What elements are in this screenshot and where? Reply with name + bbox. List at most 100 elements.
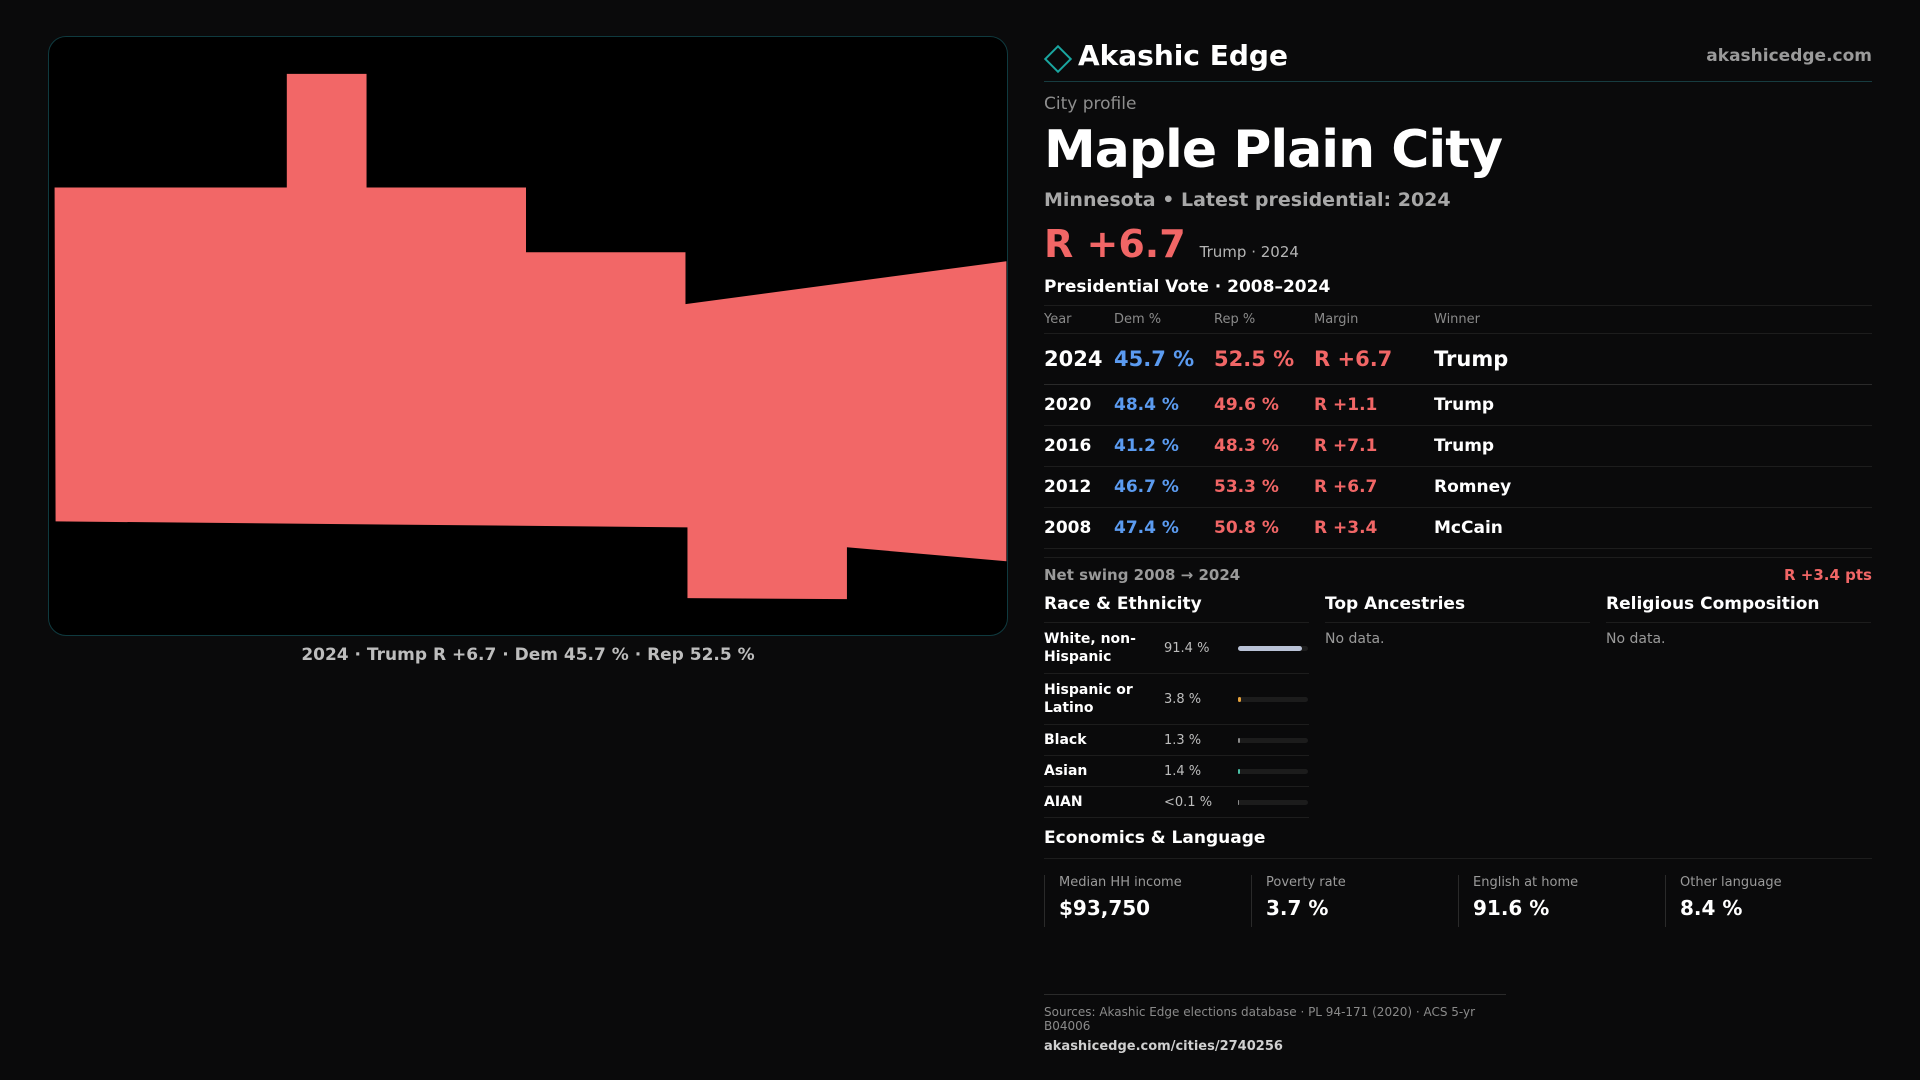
profile-eyebrow: City profile — [1044, 94, 1137, 114]
cell-margin: R +6.7 — [1314, 466, 1434, 509]
city-boundary-shape[interactable] — [54, 73, 1007, 600]
race-name: Hispanic or Latino — [1044, 682, 1133, 717]
ancestries-empty: No data. — [1325, 631, 1385, 648]
cell-year: 2016 — [1044, 425, 1114, 468]
race-name: Asian — [1044, 763, 1088, 780]
page-subtitle: Minnesota • Latest presidential: 2024 — [1044, 189, 1451, 212]
net-swing-value: R +3.4 pts — [1784, 566, 1872, 585]
cell-margin: R +6.7 — [1314, 333, 1434, 386]
stat-median-income: Median HH income $93,750 — [1044, 875, 1251, 928]
brand: Akashic Edge — [1043, 39, 1288, 73]
latest-margin-note: Trump · 2024 — [1199, 243, 1299, 262]
city-map[interactable] — [48, 36, 1008, 636]
race-bar-fill — [1238, 696, 1241, 702]
map-caption: 2024 · Trump R +6.7 · Dem 45.7 % · Rep 5… — [301, 645, 755, 665]
cell-rep: 49.6 % — [1214, 384, 1314, 427]
latest-margin-value: R +6.7 — [1044, 222, 1186, 267]
economics-stats: Median HH income $93,750 Poverty rate 3.… — [1044, 875, 1872, 928]
race-bar-fill — [1238, 768, 1241, 774]
cell-year: 2008 — [1044, 507, 1114, 550]
cell-dem: 47.4 % — [1114, 507, 1214, 550]
table-row: 2012 46.7 % 53.3 % R +6.7 Romney — [1044, 466, 1872, 509]
race-bar — [1238, 645, 1308, 651]
cell-winner: Trump — [1434, 333, 1872, 386]
stat-value: 8.4 % — [1680, 896, 1743, 921]
presidential-vote-table: Year Dem % Rep % Margin Winner 2024 45.7… — [1044, 305, 1872, 550]
cell-year: 2020 — [1044, 384, 1114, 427]
race-bar-fill — [1238, 645, 1302, 651]
stat-poverty-rate: Poverty rate 3.7 % — [1251, 875, 1458, 928]
race-ethnicity-title: Race & Ethnicity — [1044, 594, 1309, 624]
cell-rep: 53.3 % — [1214, 466, 1314, 509]
race-pct: <0.1 % — [1164, 794, 1213, 810]
cell-dem: 46.7 % — [1114, 466, 1214, 509]
stat-label: English at home — [1473, 875, 1579, 891]
net-swing-label: Net swing 2008 → 2024 — [1044, 566, 1241, 585]
race-bar — [1238, 696, 1308, 702]
cell-winner: Romney — [1434, 466, 1872, 509]
sources-text: Sources: Akashic Edge elections database… — [1044, 1005, 1476, 1033]
ancestries-panel: Top Ancestries No data. — [1325, 594, 1590, 818]
presidential-vote-title: Presidential Vote · 2008–2024 — [1044, 277, 1331, 298]
race-name: Black — [1044, 732, 1087, 749]
header: Akashic Edge akashicedge.com — [1043, 30, 1872, 82]
stat-other-language: Other language 8.4 % — [1665, 875, 1872, 928]
column-header-margin: Margin — [1314, 305, 1434, 335]
race-pct: 91.4 % — [1164, 640, 1210, 656]
latest-margin: R +6.7 Trump · 2024 — [1044, 225, 1872, 263]
race-row: Hispanic or Latino 3.8 % — [1044, 674, 1309, 726]
ancestries-title: Top Ancestries — [1325, 594, 1590, 624]
footer: Sources: Akashic Edge elections database… — [1044, 994, 1506, 1054]
race-pct: 1.3 % — [1164, 732, 1202, 748]
stat-english-at-home: English at home 91.6 % — [1458, 875, 1665, 928]
race-row: White, non-Hispanic 91.4 % — [1044, 623, 1309, 675]
race-bar — [1238, 768, 1308, 774]
religion-empty: No data. — [1606, 631, 1666, 648]
column-header-winner: Winner — [1434, 305, 1872, 335]
stat-label: Poverty rate — [1266, 875, 1346, 891]
column-header-year: Year — [1044, 305, 1114, 335]
cell-rep: 50.8 % — [1214, 507, 1314, 550]
cell-margin: R +7.1 — [1314, 425, 1434, 468]
table-header-row: Year Dem % Rep % Margin Winner — [1044, 305, 1872, 335]
column-header-dem: Dem % — [1114, 305, 1214, 335]
cell-winner: McCain — [1434, 507, 1872, 550]
cell-margin: R +1.1 — [1314, 384, 1434, 427]
stat-value: 3.7 % — [1266, 896, 1329, 921]
cell-margin: R +3.4 — [1314, 507, 1434, 550]
race-ethnicity-panel: Race & Ethnicity White, non-Hispanic 91.… — [1044, 594, 1309, 819]
race-bar-fill — [1238, 737, 1241, 743]
stat-label: Other language — [1680, 875, 1782, 891]
race-bar — [1238, 737, 1308, 743]
stat-value: 91.6 % — [1473, 896, 1550, 921]
cell-dem: 45.7 % — [1114, 333, 1214, 386]
stat-label: Median HH income — [1059, 875, 1182, 891]
cell-year: 2012 — [1044, 466, 1114, 509]
race-row: Black 1.3 % — [1044, 725, 1309, 757]
religion-title: Religious Composition — [1606, 594, 1871, 624]
race-row: Asian 1.4 % — [1044, 756, 1309, 788]
column-header-rep: Rep % — [1214, 305, 1314, 335]
table-row: 2024 45.7 % 52.5 % R +6.7 Trump — [1044, 333, 1872, 386]
page-title: Maple Plain City — [1044, 120, 1503, 180]
profile-panel: Akashic Edge akashicedge.com City profil… — [1043, 30, 1872, 928]
race-row: AIAN <0.1 % — [1044, 787, 1309, 819]
brand-name: Akashic Edge — [1078, 39, 1288, 72]
table-row: 2020 48.4 % 49.6 % R +1.1 Trump — [1044, 384, 1872, 427]
stat-value: $93,750 — [1059, 896, 1151, 921]
cell-rep: 52.5 % — [1214, 333, 1314, 386]
diamond-outline-icon — [1043, 44, 1073, 73]
race-name: AIAN — [1044, 794, 1083, 811]
economics-title: Economics & Language — [1044, 828, 1872, 860]
city-boundary-map — [54, 73, 1007, 600]
cell-winner: Trump — [1434, 425, 1872, 468]
race-pct: 3.8 % — [1164, 691, 1202, 707]
cell-dem: 41.2 % — [1114, 425, 1214, 468]
race-bar — [1238, 799, 1308, 805]
cell-winner: Trump — [1434, 384, 1872, 427]
cell-year: 2024 — [1044, 333, 1114, 386]
net-swing: Net swing 2008 → 2024 R +3.4 pts — [1044, 557, 1872, 584]
city-permalink[interactable]: akashicedge.com/cities/2740256 — [1044, 1039, 1283, 1054]
table-row: 2016 41.2 % 48.3 % R +7.1 Trump — [1044, 425, 1872, 468]
brand-url[interactable]: akashicedge.com — [1706, 45, 1872, 66]
